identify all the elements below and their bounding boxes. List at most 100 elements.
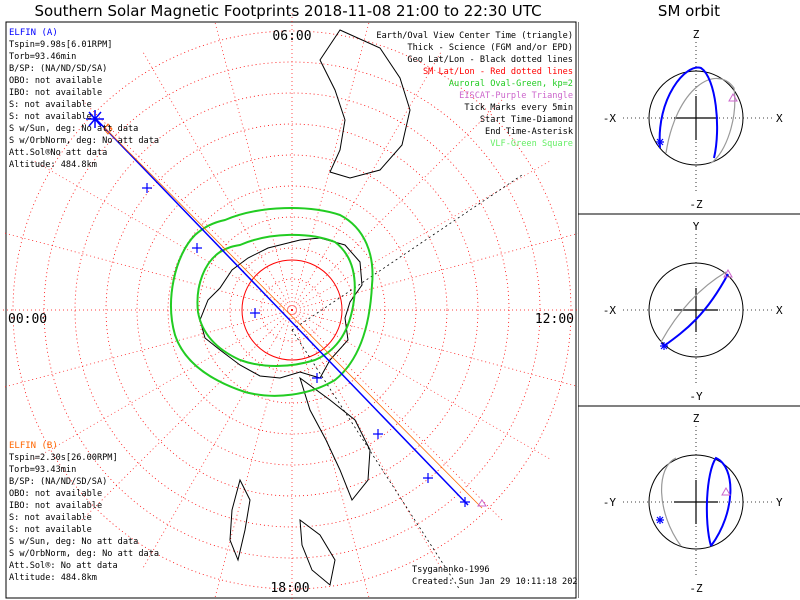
track-tick xyxy=(142,183,152,193)
sm-lon-line xyxy=(291,97,505,311)
elfin-b-track xyxy=(104,127,483,509)
sm-lat-circle xyxy=(136,154,448,466)
orbit-panel-2: Y -Y -X X xyxy=(603,220,783,403)
credit-line: Created: Sun Jan 29 10:11:18 2023 xyxy=(412,577,578,587)
axis-label-bottom: -Z xyxy=(689,582,703,595)
sm-orbit-panels: Z -Z -X X Y -Y -X X Z -Z -Y Y xyxy=(578,22,800,598)
track-tick xyxy=(192,243,202,253)
elfin-b-line: S: not available xyxy=(9,525,92,535)
eiscat-triangle xyxy=(477,499,487,507)
axis-label-bottom: -Z xyxy=(689,198,703,211)
elfin-footprint-track xyxy=(86,110,487,509)
sm-lon-line xyxy=(79,309,293,523)
start-diamond xyxy=(103,123,113,135)
legend-item: Geo Lat/Lon - Black dotted lines xyxy=(407,55,573,65)
auroral-oval xyxy=(170,207,374,397)
sm-lon-line xyxy=(32,159,293,311)
sm-lat-circle xyxy=(105,123,479,497)
elfin-a-track xyxy=(94,117,469,506)
legend-item: End Time-Asterisk xyxy=(485,127,574,137)
orbit-panel-1: Z -Z -X X xyxy=(603,28,783,211)
clock-label-bottom: 18:00 xyxy=(270,581,309,596)
elfin-a-line: S: not available xyxy=(9,112,92,122)
geo-lon-line xyxy=(291,329,461,591)
elfin-b-heading: ELFIN (B) xyxy=(9,441,58,451)
antarctica-coastline xyxy=(199,29,411,586)
page-title: Southern Solar Magnetic Footprints 2018-… xyxy=(34,2,542,20)
axis-label-top: Y xyxy=(693,220,700,233)
sm-lon-line xyxy=(291,309,370,600)
legend-item: Start Time-Diamond xyxy=(480,115,573,125)
sm-lat-circle xyxy=(12,30,572,590)
elfin-a-line: B/SP: (NA/ND/SD/SA) xyxy=(9,64,107,74)
legend-item: SM Lat/Lon - Red dotted lines xyxy=(423,67,573,77)
center-cross xyxy=(674,96,718,140)
elfin-a-line: Att.Sol®No att data xyxy=(9,148,107,158)
sm-lon-line xyxy=(32,309,293,461)
earth-circle xyxy=(648,454,744,550)
track-tick xyxy=(250,308,260,318)
center-time-triangle xyxy=(721,486,731,496)
center-cross xyxy=(674,480,718,524)
credit-line: Tsyganenko-1996 xyxy=(412,565,490,575)
sm-lat-circle xyxy=(260,278,324,342)
end-asterisk xyxy=(656,138,664,146)
footprint-map: 06:00 00:00 12:00 18:00 Earth/Oval View Cent… xyxy=(0,10,578,600)
track-tick xyxy=(460,497,470,507)
orbit-projection xyxy=(660,271,727,343)
elfin-a-line: IBO: not available xyxy=(9,88,102,98)
clock-label-left: 00:00 xyxy=(8,312,47,327)
earth-circle xyxy=(648,70,744,166)
sm-pole-circle xyxy=(241,259,343,361)
axis-label-left: -X xyxy=(603,304,617,317)
elfin-b-line: Tspin=2.30s[26.00RPM] xyxy=(9,453,118,463)
orbit-track xyxy=(658,66,719,159)
annotations: 06:00 00:00 12:00 18:00 Earth/Oval View Cent… xyxy=(8,28,578,596)
orbit-panel-title: SM orbit xyxy=(657,2,721,20)
orbit-projection xyxy=(660,457,682,547)
legend-item: VLF-Green Square xyxy=(490,139,573,149)
sm-lon-line xyxy=(214,20,293,311)
sm-lon-line xyxy=(291,50,443,311)
end-asterisk xyxy=(660,342,668,350)
center-time-triangle xyxy=(728,92,738,102)
elfin-a-line: Tspin=9.98s[6.01RPM] xyxy=(9,40,112,50)
sm-lon-line xyxy=(141,50,293,311)
legend-item: Earth/Oval View Center Time (triangle) xyxy=(376,31,573,41)
track-tick xyxy=(373,429,383,439)
sm-lon-line xyxy=(291,233,578,311)
legend-item: EISCAT-Purple Triangle xyxy=(459,91,573,101)
sm-lon-line xyxy=(291,159,552,311)
sm-lon-line xyxy=(291,309,505,523)
clock-label-right: 12:00 xyxy=(535,312,574,327)
orbit-panel-3: Z -Z -Y Y xyxy=(603,412,783,595)
axis-label-top: Z xyxy=(693,28,700,41)
geo-lon-line xyxy=(291,174,523,331)
axis-label-bottom: -Y xyxy=(689,390,703,403)
sm-lon-line xyxy=(291,20,370,311)
elfin-b-line: Att.Sol®: No att data xyxy=(9,561,118,571)
clock-label-top: 06:00 xyxy=(272,29,311,44)
legend-item: Thick - Science (FGM and/or EPD) xyxy=(407,43,573,53)
orbit-projection xyxy=(665,77,736,164)
elfin-b-line: S w/OrbNorm, deg: No att data xyxy=(9,549,159,559)
end-asterisk xyxy=(656,516,664,524)
orbit-track xyxy=(663,273,729,347)
axis-label-right: X xyxy=(776,304,783,317)
elfin-a-line: OBO: not available xyxy=(9,76,102,86)
axis-label-top: Z xyxy=(693,412,700,425)
end-asterisk xyxy=(86,110,104,128)
earth-circle xyxy=(648,262,744,358)
sm-lon-line xyxy=(141,309,293,570)
sm-lon-line xyxy=(291,309,552,461)
sm-lat-circle xyxy=(229,247,355,373)
elfin-a-line: S: not available xyxy=(9,100,92,110)
legend-item: Auroral Oval-Green, kp=2 xyxy=(449,79,573,89)
elfin-a-line: S w/OrbNorm, deg: No att data xyxy=(9,136,159,146)
axis-label-left: -Y xyxy=(603,496,617,509)
axis-label-right: Y xyxy=(776,496,783,509)
elfin-b-line: Altitude: 484.8km xyxy=(9,573,97,583)
elfin-b-line: IBO: not available xyxy=(9,501,102,511)
center-time-triangle xyxy=(723,268,733,278)
track-tick xyxy=(423,473,433,483)
